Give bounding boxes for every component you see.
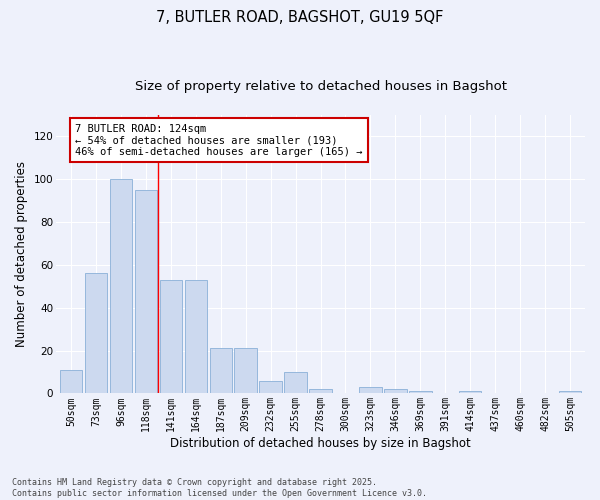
Text: Contains HM Land Registry data © Crown copyright and database right 2025.
Contai: Contains HM Land Registry data © Crown c… xyxy=(12,478,427,498)
Y-axis label: Number of detached properties: Number of detached properties xyxy=(15,161,28,347)
Text: 7, BUTLER ROAD, BAGSHOT, GU19 5QF: 7, BUTLER ROAD, BAGSHOT, GU19 5QF xyxy=(157,10,443,25)
Text: 7 BUTLER ROAD: 124sqm
← 54% of detached houses are smaller (193)
46% of semi-det: 7 BUTLER ROAD: 124sqm ← 54% of detached … xyxy=(75,124,362,157)
Bar xyxy=(259,380,282,394)
Title: Size of property relative to detached houses in Bagshot: Size of property relative to detached ho… xyxy=(134,80,506,93)
Bar xyxy=(209,348,232,394)
Bar xyxy=(459,392,481,394)
Bar xyxy=(284,372,307,394)
Bar xyxy=(409,392,431,394)
Bar xyxy=(235,348,257,394)
Bar xyxy=(134,190,157,394)
Bar xyxy=(359,387,382,394)
Bar xyxy=(384,389,407,394)
Bar xyxy=(559,392,581,394)
Bar xyxy=(110,179,132,394)
X-axis label: Distribution of detached houses by size in Bagshot: Distribution of detached houses by size … xyxy=(170,437,471,450)
Bar xyxy=(85,274,107,394)
Bar xyxy=(60,370,82,394)
Bar xyxy=(310,389,332,394)
Bar xyxy=(185,280,207,394)
Bar xyxy=(160,280,182,394)
